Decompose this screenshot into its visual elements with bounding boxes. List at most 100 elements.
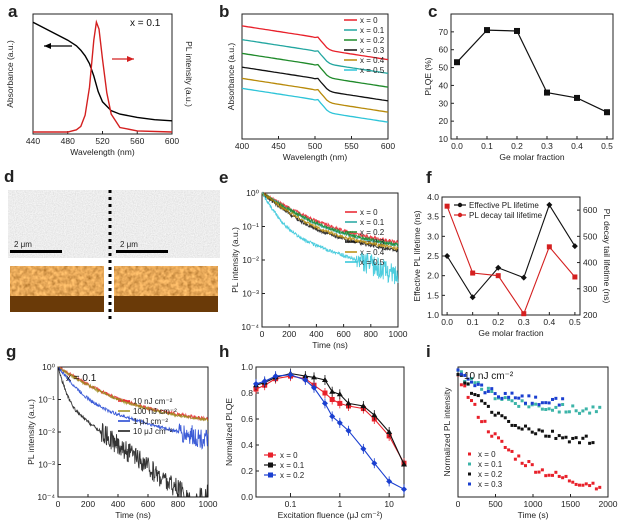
stability-point (500, 414, 504, 418)
y-tick-label: 10⁻¹ (38, 395, 55, 405)
effective-lifetime-point (469, 294, 476, 301)
stability-point (547, 473, 551, 477)
panel-label-a: a (8, 2, 18, 21)
axes-frame-c (450, 13, 614, 140)
x-tick-label: 0.2 (511, 141, 523, 151)
stability-point (561, 402, 565, 406)
legend-label: x = 0.4 (360, 248, 385, 257)
stability-point (517, 454, 521, 458)
stability-point (463, 373, 467, 377)
x-tick-label: 800 (171, 499, 185, 509)
legend-label: 1 μJ cm⁻² (133, 417, 168, 426)
stability-point (598, 485, 602, 489)
stability-point (540, 468, 544, 472)
data-point (329, 397, 335, 402)
arrow-head-absorbance (44, 43, 51, 49)
stability-point (527, 427, 531, 431)
x-tick-label: 1000 (199, 499, 218, 509)
stability-point (459, 383, 463, 387)
data-point (401, 486, 407, 493)
stability-point (493, 392, 497, 396)
x-axis-label: Wavelength (nm) (283, 152, 348, 162)
y-tick-label: 70 (439, 27, 449, 37)
y-axis-label: Normalized PLQE (224, 398, 234, 466)
data-point (321, 400, 328, 407)
stability-point (594, 410, 598, 414)
lifetime-line (446, 206, 576, 315)
y-tick-label: 60 (439, 45, 449, 55)
stability-point (480, 420, 484, 424)
stability-point (534, 402, 538, 406)
stability-point (486, 404, 490, 408)
x-tick-label: 1500 (561, 499, 580, 509)
legend-marker (457, 212, 463, 218)
y-tick-label: 10⁰ (42, 362, 55, 372)
y-tick-label: 10⁻² (38, 427, 55, 437)
stability-point (513, 457, 517, 461)
chart-panel-h: h 0.1 1 10 0.0 0.2 0.4 0.6 0.8 1.0 Excitation flue… (219, 342, 407, 520)
series-line (241, 52, 389, 88)
stability-point (493, 397, 497, 401)
stability-point (578, 483, 581, 487)
y-axis-label: Absorbance (a.u.) (5, 40, 15, 108)
tail-lifetime-point (495, 273, 501, 279)
decay-series (57, 366, 209, 422)
stability-point (557, 403, 561, 407)
y-tick-label: 3.0 (427, 231, 439, 241)
stability-point (510, 391, 514, 395)
y-tick-label: 3.5 (427, 212, 439, 222)
data-point (345, 427, 352, 434)
stability-point (530, 430, 534, 434)
stability-point (588, 441, 592, 445)
stability-point (513, 402, 517, 406)
y2-tick-label: 600 (583, 205, 597, 215)
effective-lifetime-point (571, 243, 578, 250)
stability-point (540, 407, 544, 411)
data-point (311, 374, 318, 380)
y2-tick-label: 300 (583, 284, 597, 294)
stability-point (547, 407, 551, 411)
scale-bar-right (116, 250, 168, 253)
legend-label: 10 nJ cm⁻² (133, 397, 173, 406)
decay-series (261, 192, 399, 245)
x-tick-label: 10 (384, 499, 394, 509)
stability-point (517, 396, 521, 400)
stability-point (537, 428, 541, 432)
stability-point (473, 402, 477, 406)
stability-point (544, 408, 548, 412)
y-tick-label: 30 (439, 98, 449, 108)
stability-point (551, 397, 554, 401)
stability-point (473, 381, 477, 385)
stability-point (473, 393, 477, 397)
stability-point (480, 383, 484, 387)
x-tick-label: 0.0 (441, 317, 453, 327)
data-point (336, 419, 343, 426)
y-tick-label: 1.0 (427, 310, 439, 320)
y2-axis-label: PL intensity (a.u.) (184, 41, 194, 107)
x-tick-label: 400 (111, 499, 125, 509)
effective-lifetime-point (520, 274, 527, 281)
data-point (329, 413, 336, 420)
decay-series (261, 192, 399, 285)
y-tick-label: 0.8 (241, 388, 253, 398)
decay-series (57, 366, 209, 450)
stability-point (463, 381, 467, 385)
series-line-absorbance (32, 21, 173, 122)
stability-point (591, 481, 595, 485)
legend-label: x = 0.2 (478, 470, 503, 479)
y-tick-label: 0.0 (241, 492, 253, 502)
stability-point (510, 423, 514, 427)
stability-point (554, 436, 558, 440)
stability-point (466, 382, 470, 386)
series-line (241, 38, 389, 75)
legend-label: x = 0.1 (280, 461, 305, 470)
x-axis-label: Ge molar fraction (478, 328, 543, 338)
stability-point (520, 427, 524, 431)
x-axis-label: Time (ns) (115, 510, 151, 520)
x-tick-label: 600 (337, 329, 351, 339)
y2-tick-label: 200 (583, 310, 597, 320)
legend-marker (468, 452, 471, 456)
y2-axis-label: PL decay tail lifetime (ns) (602, 209, 612, 304)
stability-point (507, 419, 511, 423)
lifetime-line (446, 203, 576, 299)
